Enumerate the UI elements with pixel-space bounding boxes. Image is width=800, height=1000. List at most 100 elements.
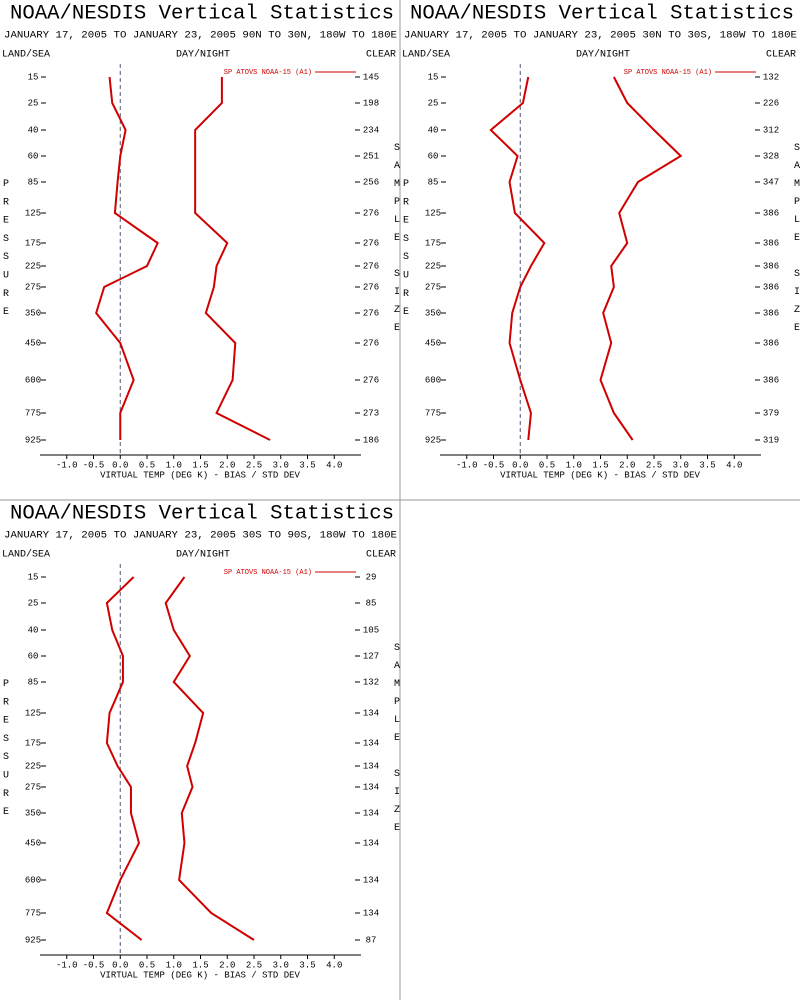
- sample-size-label: 234: [363, 125, 379, 135]
- y-tick-label: 225: [425, 261, 441, 271]
- header-label: DAY/NIGHT: [176, 549, 230, 561]
- sample-size-label: 312: [763, 125, 779, 135]
- sample-size-label: 105: [363, 625, 379, 635]
- y-tick-label: 175: [425, 238, 441, 248]
- x-tick-label: 4.0: [326, 460, 342, 470]
- chart-subtitle: JANUARY 17, 2005 TO JANUARY 23, 2005 30S…: [4, 531, 397, 542]
- x-tick-label: 2.5: [646, 460, 662, 470]
- x-tick-label: 4.0: [726, 460, 742, 470]
- sample-size-label: 256: [363, 177, 379, 187]
- sample-size-label: 386: [763, 282, 779, 292]
- sample-size-label: 276: [363, 375, 379, 385]
- x-tick-label: 1.0: [566, 460, 582, 470]
- y-tick-label: 350: [425, 308, 441, 318]
- x-tick-label: 3.0: [673, 460, 689, 470]
- y-tick-label: 60: [428, 151, 439, 161]
- y-tick-label: 450: [25, 838, 41, 848]
- sample-size-label: 134: [363, 782, 379, 792]
- x-tick-label: 1.5: [192, 960, 208, 970]
- y-tick-label: 600: [425, 375, 441, 385]
- x-tick-label: -1.0: [456, 460, 478, 470]
- x-tick-label: 0.5: [139, 960, 155, 970]
- chart-title: NOAA/NESDIS Vertical Statistics: [410, 2, 794, 25]
- x-tick-label: 4.0: [326, 960, 342, 970]
- x-tick-label: 3.5: [299, 460, 315, 470]
- x-tick-label: 0.0: [512, 460, 528, 470]
- y-tick-label: 60: [28, 651, 39, 661]
- y-tick-label: 275: [25, 782, 41, 792]
- legend-label: SP ATOVS NOAA-15 (A1): [624, 69, 712, 77]
- y-tick-label: 40: [428, 125, 439, 135]
- x-tick-label: -1.0: [56, 460, 78, 470]
- sample-size-label: 145: [363, 72, 379, 82]
- sample-size-label: 386: [763, 238, 779, 248]
- sample-size-label: 127: [363, 651, 379, 661]
- legend-label: SP ATOVS NOAA-15 (A1): [224, 69, 312, 77]
- x-axis-title: VIRTUAL TEMP (DEG K) - BIAS / STD DEV: [100, 970, 300, 980]
- y-tick-label: 175: [25, 238, 41, 248]
- x-tick-label: 1.0: [166, 960, 182, 970]
- y-tick-label: 25: [28, 598, 39, 608]
- y-tick-label: 40: [28, 125, 39, 135]
- sample-size-label: 276: [363, 208, 379, 218]
- x-tick-label: 0.5: [539, 460, 555, 470]
- sample-size-label: 276: [363, 282, 379, 292]
- y-tick-label: 350: [25, 308, 41, 318]
- sample-size-label: 251: [363, 151, 379, 161]
- y-tick-label: 775: [425, 408, 441, 418]
- chart-panel: NOAA/NESDIS Vertical Statistics JANUARY 1…: [402, 2, 800, 480]
- y-tick-label: 60: [28, 151, 39, 161]
- sample-size-label: 29: [366, 572, 377, 582]
- data-line: [105, 576, 143, 941]
- x-tick-label: -0.5: [83, 960, 105, 970]
- sample-size-label: 273: [363, 408, 379, 418]
- sample-size-label: 134: [363, 838, 379, 848]
- legend-label: SP ATOVS NOAA-15 (A1): [224, 569, 312, 577]
- chart-title: NOAA/NESDIS Vertical Statistics: [10, 502, 394, 525]
- sample-size-label: 132: [363, 677, 379, 687]
- y-tick-label: 85: [28, 177, 39, 187]
- y-tick-label: 275: [425, 282, 441, 292]
- data-line: [489, 76, 546, 441]
- chart-panel: NOAA/NESDIS Vertical Statistics JANUARY 1…: [2, 2, 400, 480]
- sample-size-label: 134: [363, 875, 379, 885]
- sample-size-label: 134: [363, 708, 379, 718]
- y-tick-label: 925: [25, 435, 41, 445]
- y-tick-label: 925: [425, 435, 441, 445]
- sample-size-label: 386: [763, 261, 779, 271]
- y-tick-label: 450: [425, 338, 441, 348]
- y-tick-label: 775: [25, 908, 41, 918]
- sample-size-label: 386: [763, 308, 779, 318]
- x-tick-label: -1.0: [56, 960, 78, 970]
- chart-panel: NOAA/NESDIS Vertical Statistics JANUARY 1…: [2, 502, 400, 980]
- sample-size-label: 386: [763, 338, 779, 348]
- y-tick-label: 85: [28, 677, 39, 687]
- y-tick-label: 125: [25, 208, 41, 218]
- x-tick-label: 3.5: [699, 460, 715, 470]
- sample-size-label: 85: [366, 598, 377, 608]
- x-tick-label: 0.5: [139, 460, 155, 470]
- x-tick-label: 0.0: [112, 460, 128, 470]
- x-tick-label: 2.5: [246, 960, 262, 970]
- sample-size-label: 319: [763, 435, 779, 445]
- sample-size-label: 226: [763, 98, 779, 108]
- chart-title: NOAA/NESDIS Vertical Statistics: [10, 2, 394, 25]
- x-axis-title: VIRTUAL TEMP (DEG K) - BIAS / STD DEV: [100, 470, 300, 480]
- y-tick-label: 15: [28, 72, 39, 82]
- data-line: [95, 76, 159, 440]
- y-tick-label: 450: [25, 338, 41, 348]
- y-tick-label: 125: [425, 208, 441, 218]
- x-tick-label: 2.0: [219, 960, 235, 970]
- x-tick-label: 1.5: [192, 460, 208, 470]
- header-label: LAND/SEA: [2, 549, 50, 561]
- y-tick-label: 25: [428, 98, 439, 108]
- sample-size-label: 276: [363, 338, 379, 348]
- sample-size-label: 134: [363, 761, 379, 771]
- y-tick-label: 40: [28, 625, 39, 635]
- y-tick-label: 600: [25, 875, 41, 885]
- x-tick-label: 0.0: [112, 960, 128, 970]
